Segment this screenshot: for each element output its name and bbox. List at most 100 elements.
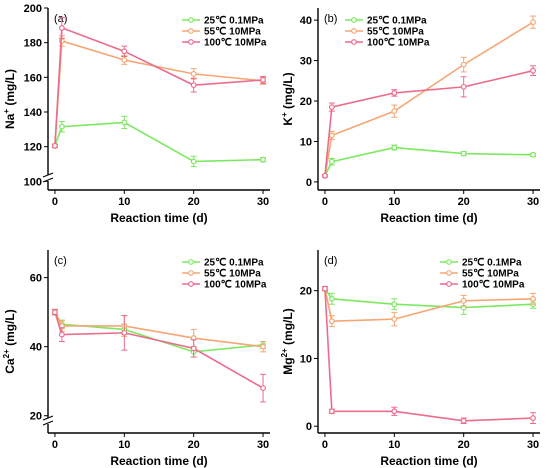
x-axis-title-c: Reaction time (d) bbox=[110, 454, 207, 468]
axis-break-gap-c bbox=[44, 418, 52, 424]
data-point-b-1 bbox=[391, 108, 398, 115]
y-axis-title-element-b: K bbox=[281, 117, 295, 126]
data-point-d-2 bbox=[530, 415, 536, 421]
series-line-d-0 bbox=[324, 288, 534, 309]
data-point-a-0 bbox=[260, 156, 266, 163]
x-tick-label-b: 0 bbox=[322, 196, 328, 208]
data-point-a-1 bbox=[190, 70, 197, 77]
data-point-b-0 bbox=[328, 158, 335, 165]
series-line-a-1 bbox=[54, 39, 264, 146]
x-tick-label-d: 20 bbox=[458, 439, 470, 451]
panel-label-d: (d) bbox=[324, 255, 337, 267]
y-axis-title-c: Ca2+ (mg/L) bbox=[2, 309, 17, 373]
x-tick-label-a: 0 bbox=[52, 196, 58, 208]
data-point-d-2 bbox=[322, 285, 328, 292]
y-axis-title-element-c: Ca bbox=[3, 358, 17, 374]
y-tick-label-d: 10 bbox=[300, 353, 312, 365]
data-point-d-1 bbox=[328, 318, 335, 325]
data-point-d-0 bbox=[391, 301, 398, 308]
x-tick-label-c: 0 bbox=[52, 439, 58, 451]
x-tick-label-c: 30 bbox=[257, 439, 269, 451]
data-point-b-2 bbox=[530, 67, 536, 74]
legend-marker-b-2 bbox=[351, 39, 357, 45]
y-axis-title-d: Mg2+ (mg/L) bbox=[280, 308, 295, 374]
panel-d: 0 10 20 30 0 10 20 (d) Reaction time (d) Mg2+ (mg… bbox=[280, 250, 540, 468]
data-point-a-2 bbox=[52, 142, 58, 149]
y-tick-label-c: 20 bbox=[30, 411, 42, 423]
data-point-b-1 bbox=[328, 132, 335, 139]
x-tick-label-a: 20 bbox=[188, 196, 200, 208]
series-line-c-2 bbox=[54, 311, 264, 389]
x-tick-label-d: 10 bbox=[388, 439, 400, 451]
y-axis-title-charge-b: + bbox=[280, 112, 289, 117]
panel-a: 0 10 20 30 100 120 140 160 180 200 (a) Reaction tim… bbox=[2, 3, 270, 225]
series-line-a-0 bbox=[54, 121, 264, 163]
data-point-a-2 bbox=[58, 25, 65, 31]
x-tick-label-a: 10 bbox=[118, 196, 130, 208]
x-axis-title-b: Reaction time (d) bbox=[380, 211, 477, 225]
x-tick-label-b: 30 bbox=[527, 196, 539, 208]
legend-label-c-1: 55℃ 10MPa bbox=[204, 269, 261, 280]
series-line-b-0 bbox=[324, 146, 534, 177]
y-axis-title-unit-d: (mg/L) bbox=[281, 308, 295, 348]
panel-c: 0 10 20 30 20 40 60 (c) Reaction time (d) Ca2+ (m… bbox=[2, 250, 270, 468]
x-tick-label-c: 20 bbox=[188, 439, 200, 451]
data-point-a-2 bbox=[190, 82, 197, 89]
data-point-b-1 bbox=[530, 19, 536, 26]
panel-label-a: (a) bbox=[54, 13, 67, 25]
legend-marker-d-0 bbox=[446, 259, 452, 265]
legend-marker-a-2 bbox=[188, 39, 194, 45]
axis-break-mark-c bbox=[42, 420, 54, 426]
x-axis-title-a: Reaction time (d) bbox=[110, 211, 207, 225]
data-point-d-1 bbox=[530, 295, 536, 302]
legend-marker-a-0 bbox=[188, 17, 194, 23]
data-point-d-1 bbox=[460, 297, 467, 304]
data-point-b-0 bbox=[460, 150, 467, 157]
y-axis-title-charge-c: 2+ bbox=[2, 349, 11, 358]
axis-break-gap-a bbox=[44, 175, 52, 181]
y-tick-label-d: 0 bbox=[306, 421, 312, 433]
y-tick-label-d: 20 bbox=[300, 286, 312, 298]
data-point-b-1 bbox=[460, 61, 467, 68]
x-tick-label-b: 20 bbox=[458, 196, 470, 208]
data-point-c-2 bbox=[52, 309, 58, 316]
legend-label-b-2: 100℃ 10MPa bbox=[367, 38, 430, 49]
legend-label-b-0: 25℃ 0.1MPa bbox=[367, 16, 427, 27]
y-tick-label-a: 120 bbox=[24, 142, 42, 154]
data-point-c-2 bbox=[260, 385, 266, 392]
legend-marker-b-0 bbox=[351, 17, 357, 23]
legend-marker-c-1 bbox=[188, 270, 194, 276]
data-point-b-2 bbox=[460, 83, 467, 90]
panel-label-b: (b) bbox=[324, 13, 337, 25]
y-tick-label-a: 160 bbox=[24, 72, 42, 84]
series-line-d-1 bbox=[324, 288, 534, 322]
y-axis-title-b: K+ (mg/L) bbox=[280, 72, 295, 125]
legend-label-c-0: 25℃ 0.1MPa bbox=[204, 258, 264, 269]
y-axis-title-unit-c: (mg/L) bbox=[3, 309, 17, 349]
data-point-b-0 bbox=[530, 151, 536, 158]
y-tick-label-a: 180 bbox=[24, 38, 42, 50]
data-point-a-2 bbox=[121, 48, 128, 55]
y-tick-label-a: 200 bbox=[24, 3, 42, 15]
series-line-d-2 bbox=[324, 288, 534, 422]
y-axis-title-element-d: Mg bbox=[281, 357, 295, 374]
x-tick-label-d: 0 bbox=[322, 439, 328, 451]
data-point-a-0 bbox=[121, 119, 128, 126]
data-point-a-0 bbox=[190, 158, 197, 165]
data-point-c-1 bbox=[260, 343, 266, 350]
y-axis-title-charge-d: 2+ bbox=[280, 348, 289, 357]
y-tick-label-b: 20 bbox=[300, 96, 312, 108]
legend-label-a-0: 25℃ 0.1MPa bbox=[204, 16, 264, 27]
x-tick-label-c: 10 bbox=[118, 439, 130, 451]
x-tick-label-d: 30 bbox=[527, 439, 539, 451]
y-tick-label-b: 30 bbox=[300, 56, 312, 68]
data-point-a-2 bbox=[260, 77, 266, 83]
axis-break-mark-a bbox=[42, 177, 54, 183]
legend-marker-c-2 bbox=[188, 281, 194, 287]
data-point-a-1 bbox=[121, 57, 128, 63]
y-tick-label-b: 10 bbox=[300, 136, 312, 148]
y-tick-label-b: 40 bbox=[300, 15, 312, 27]
y-tick-label-a: 140 bbox=[24, 107, 42, 119]
series-line-b-2 bbox=[324, 69, 534, 176]
